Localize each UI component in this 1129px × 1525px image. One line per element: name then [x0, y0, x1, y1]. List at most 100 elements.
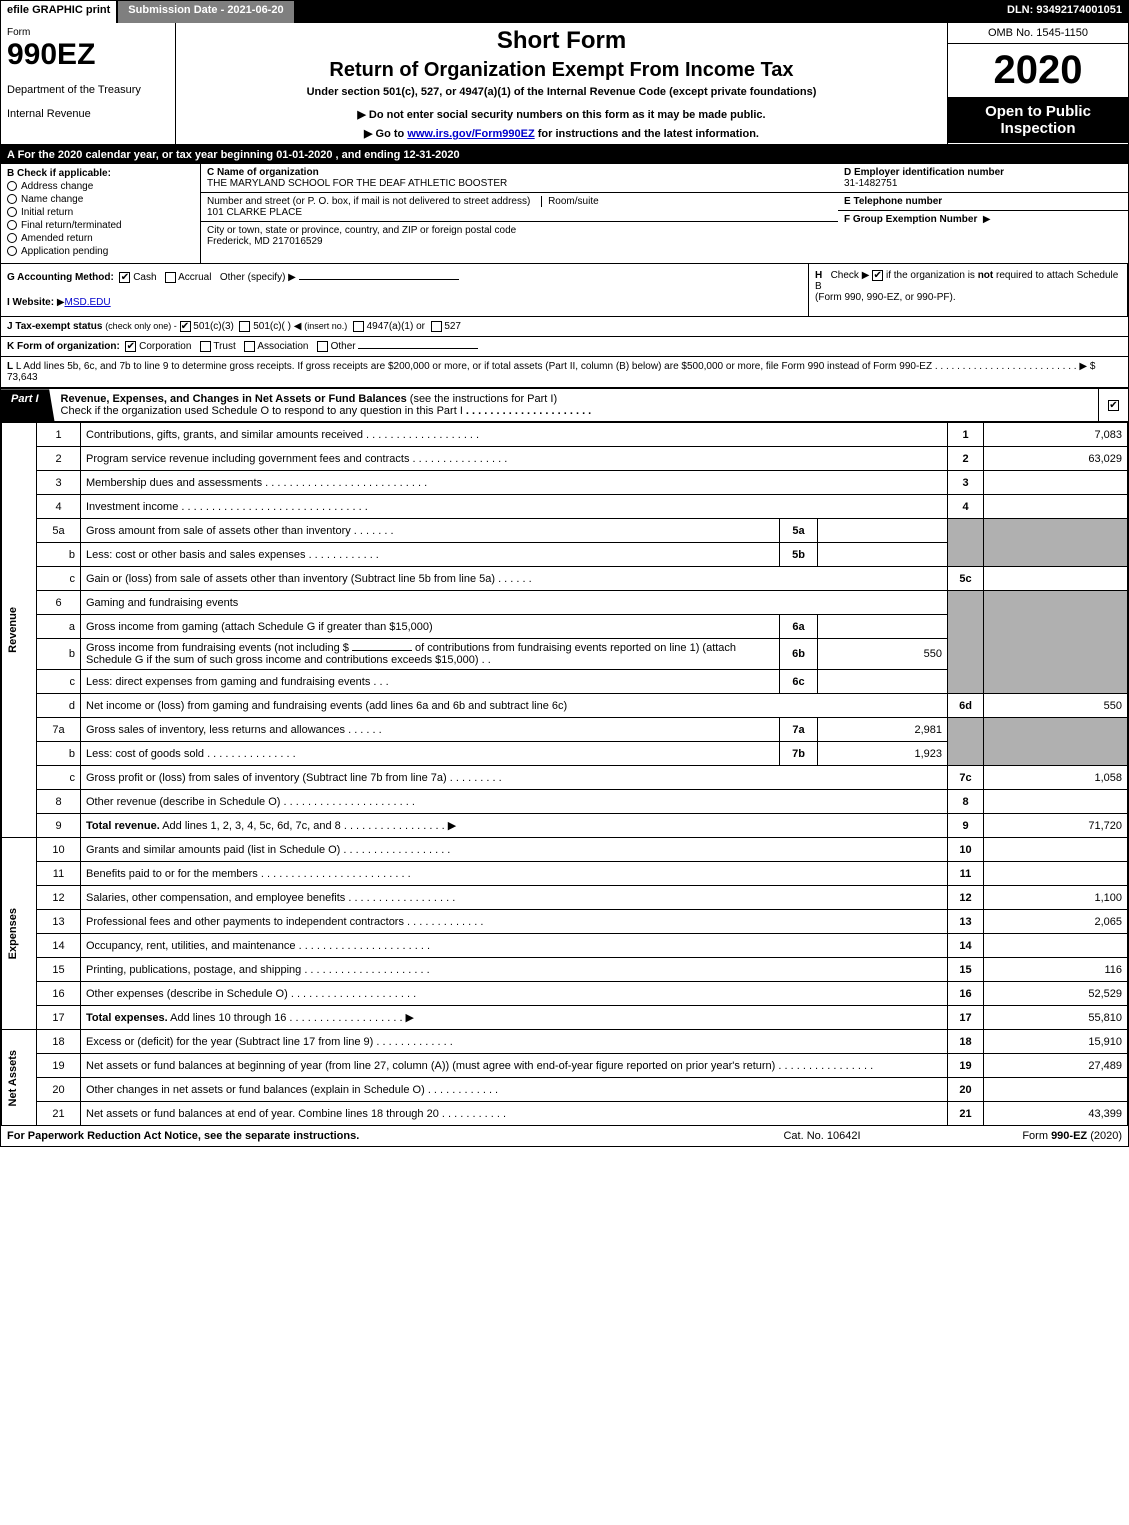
line-10: Expenses 10 Grants and similar amounts p… [2, 838, 1128, 862]
chk-amended-return[interactable]: Amended return [7, 233, 194, 244]
contrib-amount-input[interactable] [352, 650, 412, 651]
phone-cell: E Telephone number [838, 193, 1128, 211]
chk-other-org[interactable] [317, 341, 328, 352]
line-2: 2 Program service revenue including gove… [2, 447, 1128, 471]
short-form-title: Short Form [184, 27, 939, 55]
org-name-cell: C Name of organization THE MARYLAND SCHO… [201, 164, 838, 193]
f-label: F Group Exemption Number [844, 214, 977, 225]
submission-date: Submission Date - 2021-06-20 [116, 1, 295, 23]
line-14: 14 Occupancy, rent, utilities, and maint… [2, 934, 1128, 958]
chk-address-change[interactable]: Address change [7, 181, 194, 192]
line-6b-value: 550 [818, 639, 948, 670]
line-21-value: 43,399 [984, 1102, 1128, 1126]
chk-corporation[interactable] [125, 341, 136, 352]
circle-icon [7, 246, 17, 256]
circle-icon [7, 194, 17, 204]
city-state-zip: Frederick, MD 217016529 [207, 236, 323, 247]
open-to-public: Open to Public Inspection [948, 97, 1128, 143]
chk-name-change[interactable]: Name change [7, 194, 194, 205]
header-right: OMB No. 1545-1150 2020 Open to Public In… [948, 23, 1128, 144]
group-exemption-cell: F Group Exemption Number ▶ [838, 211, 1128, 253]
internal-revenue: Internal Revenue [7, 108, 169, 120]
room-suite-label: Room/suite [541, 196, 599, 207]
shaded-cell [948, 591, 984, 694]
shaded-cell [984, 519, 1128, 567]
line-12: 12 Salaries, other compensation, and emp… [2, 886, 1128, 910]
chk-initial-return[interactable]: Initial return [7, 207, 194, 218]
city-cell: City or town, state or province, country… [201, 222, 838, 250]
address-cell: Number and street (or P. O. box, if mail… [201, 193, 838, 222]
line-4-value [984, 495, 1128, 519]
l-gross-receipts: L L Add lines 5b, 6c, and 7b to line 9 t… [1, 357, 1128, 388]
chk-association[interactable] [244, 341, 255, 352]
chk-501c3[interactable] [180, 321, 191, 332]
street-address: 101 CLARKE PLACE [207, 207, 302, 218]
header-left: Form 990EZ Department of the Treasury In… [1, 23, 176, 144]
line-3: 3 Membership dues and assessments . . . … [2, 471, 1128, 495]
line-7b-value: 1,923 [818, 742, 948, 766]
line-6d: d Net income or (loss) from gaming and f… [2, 694, 1128, 718]
line-17-value: 55,810 [984, 1006, 1128, 1030]
omb-number: OMB No. 1545-1150 [948, 23, 1128, 44]
line-8-value [984, 790, 1128, 814]
part-1-header: Part I Revenue, Expenses, and Changes in… [1, 388, 1128, 422]
section-c-org-info: C Name of organization THE MARYLAND SCHO… [201, 164, 838, 263]
efile-graphic-print: efile GRAPHIC print [1, 1, 116, 23]
e-label: E Telephone number [844, 196, 942, 207]
tax-year: 2020 [948, 44, 1128, 97]
line-7a-value: 2,981 [818, 718, 948, 742]
chk-accrual[interactable] [165, 272, 176, 283]
chk-501c[interactable] [239, 321, 250, 332]
line-19-value: 27,489 [984, 1054, 1128, 1078]
topbar: efile GRAPHIC print Submission Date - 20… [1, 1, 1128, 23]
line-20: 20 Other changes in net assets or fund b… [2, 1078, 1128, 1102]
line-18-value: 15,910 [984, 1030, 1128, 1054]
revenue-vertical-label: Revenue [2, 423, 37, 838]
section-a-tax-year: A For the 2020 calendar year, or tax yea… [1, 146, 1128, 164]
identification-block: B Check if applicable: Address change Na… [1, 164, 1128, 264]
dln: DLN: 93492174001051 [1001, 1, 1128, 23]
city-label: City or town, state or province, country… [207, 225, 516, 236]
org-name: THE MARYLAND SCHOOL FOR THE DEAF ATHLETI… [207, 178, 507, 189]
chk-schedule-o[interactable] [1108, 400, 1119, 411]
line-4: 4 Investment income . . . . . . . . . . … [2, 495, 1128, 519]
chk-cash[interactable] [119, 272, 130, 283]
website-link[interactable]: MSD.EDU [65, 297, 111, 308]
line-7c-value: 1,058 [984, 766, 1128, 790]
part-1-table: Revenue 1 Contributions, gifts, grants, … [1, 422, 1128, 1126]
header-mid: Short Form Return of Organization Exempt… [176, 23, 948, 144]
section-def: D Employer identification number 31-1482… [838, 164, 1128, 263]
goto-link[interactable]: www.irs.gov/Form990EZ [407, 128, 534, 140]
goto-instructions: Go to www.irs.gov/Form990EZ for instruct… [184, 127, 939, 140]
form-ref: Form 990-EZ (2020) [922, 1130, 1122, 1142]
part-1-checkbox-cell [1098, 389, 1128, 421]
line-20-value [984, 1078, 1128, 1102]
j-tax-exempt-status: J Tax-exempt status (check only one) - 5… [1, 317, 1128, 337]
chk-final-return[interactable]: Final return/terminated [7, 220, 194, 231]
line-21: 21 Net assets or fund balances at end of… [2, 1102, 1128, 1126]
ein-cell: D Employer identification number 31-1482… [838, 164, 1128, 193]
chk-4947[interactable] [353, 321, 364, 332]
goto-suffix: for instructions and the latest informat… [535, 128, 759, 140]
other-specify-input[interactable] [299, 279, 459, 280]
line-13: 13 Professional fees and other payments … [2, 910, 1128, 934]
chk-application-pending[interactable]: Application pending [7, 246, 194, 257]
addr-label: Number and street (or P. O. box, if mail… [207, 196, 530, 207]
line-1: Revenue 1 Contributions, gifts, grants, … [2, 423, 1128, 447]
circle-icon [7, 220, 17, 230]
line-5b-value [818, 543, 948, 567]
form-label: Form [7, 27, 169, 38]
line-5c: c Gain or (loss) from sale of assets oth… [2, 567, 1128, 591]
return-title: Return of Organization Exempt From Incom… [184, 59, 939, 82]
form-990ez-page: efile GRAPHIC print Submission Date - 20… [0, 0, 1129, 1147]
line-16: 16 Other expenses (describe in Schedule … [2, 982, 1128, 1006]
chk-527[interactable] [431, 321, 442, 332]
line-15: 15 Printing, publications, postage, and … [2, 958, 1128, 982]
chk-h[interactable] [872, 270, 883, 281]
line-10-value [984, 838, 1128, 862]
line-6c-value [818, 670, 948, 694]
other-org-input[interactable] [358, 348, 478, 349]
line-6a-value [818, 615, 948, 639]
chk-trust[interactable] [200, 341, 211, 352]
circle-icon [7, 207, 17, 217]
